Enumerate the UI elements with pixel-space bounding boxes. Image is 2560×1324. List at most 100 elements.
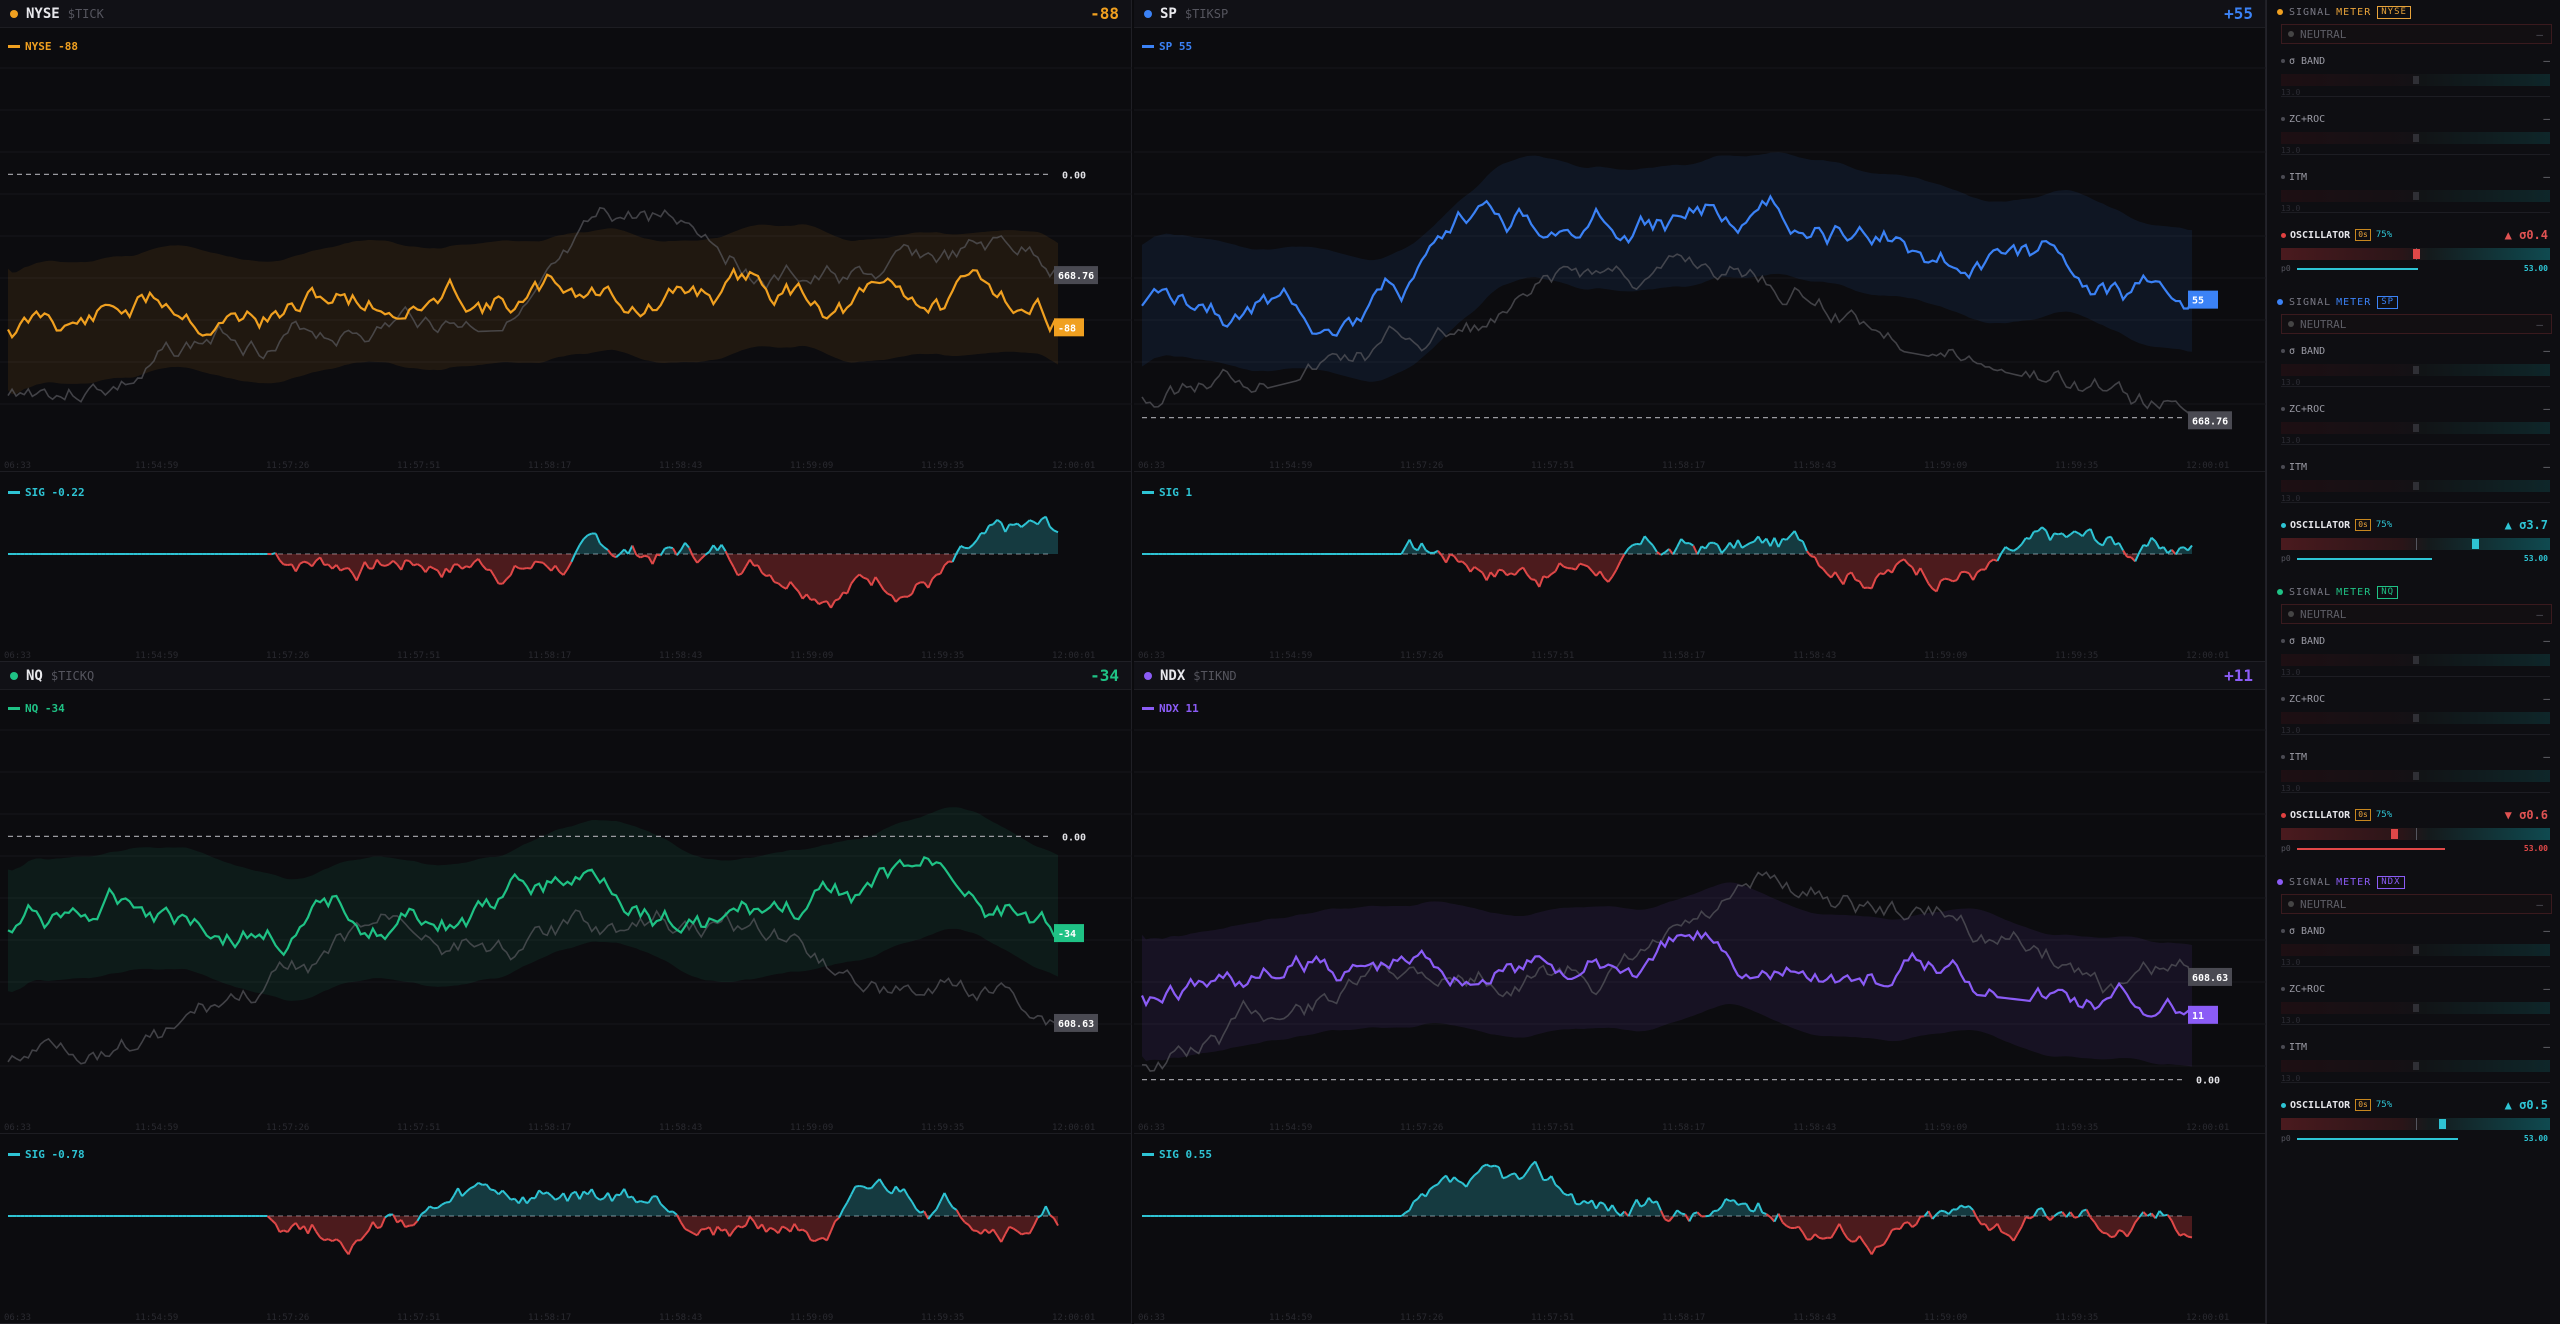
signal-segment	[457, 563, 463, 570]
meter-bar	[2281, 480, 2550, 492]
status-select[interactable]: NEUTRAL —	[2281, 314, 2552, 334]
legend-swatch-icon	[1142, 707, 1154, 710]
status-dot-icon	[2288, 321, 2294, 327]
signal-segment	[1822, 568, 1828, 575]
time-axis-label: 11:58:17	[1662, 461, 1705, 471]
signal-chart[interactable]: 06:33 11:54:59 11:57:26 11:57:51 11:58:17 11:…	[0, 474, 1131, 662]
signal-segment	[1591, 1199, 1597, 1210]
main-chart[interactable]: 0.00668.765506:3311:54:5911:57:2611:57:5…	[1134, 28, 2266, 472]
signal-segment	[2033, 1208, 2039, 1217]
signal-segment	[943, 1192, 950, 1202]
signal-segment	[1627, 544, 1634, 550]
signal-segment	[1643, 535, 1650, 542]
signal-segment	[1574, 563, 1581, 571]
signal-segment	[1684, 1213, 1691, 1222]
osc-sub: p0 53.00	[2281, 264, 2550, 274]
main-chart[interactable]: 0.00 668.76 -88 06:33 11:54:59 11:57:26 11:57:…	[0, 28, 1132, 472]
signal-segment	[878, 582, 885, 591]
signal-segment	[1822, 1236, 1828, 1240]
status-label: NEUTRAL	[2300, 607, 2347, 621]
panel-nyse[interactable]: NYSE $TICK -88 0.00 668.76 -88 06:33 11:54:5…	[0, 0, 1132, 662]
signal-segment	[2134, 552, 2141, 562]
signal-segment	[854, 573, 861, 579]
signal-segment	[1049, 525, 1055, 532]
meter-knob	[2412, 714, 2419, 722]
signal-segment	[2069, 1211, 2076, 1219]
main-chart-svg: 0.00 608.63 11 06:33 11:54:59 11:57:26 11:57:5…	[1134, 729, 2266, 1133]
signal-segment	[1855, 578, 1860, 583]
signal-segment	[1862, 1241, 1869, 1249]
status-select[interactable]: NEUTRAL —	[2281, 604, 2552, 624]
row-dot-icon	[2281, 465, 2285, 469]
status-select[interactable]: NEUTRAL —	[2281, 24, 2552, 44]
signal-segment	[988, 523, 994, 527]
meter-knob	[2412, 1062, 2419, 1070]
signal-segment	[692, 1232, 698, 1237]
signal-segment	[2082, 1208, 2087, 1212]
signal-segment	[371, 559, 378, 570]
time-axis-label: 11:58:43	[659, 1313, 702, 1323]
signal-segment	[599, 1197, 605, 1201]
signal-segment	[1745, 542, 1751, 547]
signal-chart[interactable]: 06:33 11:54:59 11:57:26 11:57:51 11:58:17 11:…	[0, 1136, 1131, 1324]
signal-segment	[2058, 532, 2063, 536]
signal-segment	[1526, 573, 1532, 580]
osc-dot-icon	[2281, 522, 2286, 528]
signal-segment	[781, 1225, 787, 1230]
main-chart[interactable]: 0.00 608.63 11 06:33 11:54:59 11:57:26 11:57:5…	[1134, 690, 2266, 1134]
signal-segment	[1797, 1226, 1804, 1233]
signal-segment	[2045, 530, 2052, 541]
signal-segment	[489, 569, 496, 578]
signal-negative-area	[1142, 1216, 2192, 1255]
signal-segment	[882, 1185, 889, 1192]
meter-row: ZC+ROC — 13.0	[2277, 402, 2552, 460]
signal-segment	[813, 598, 820, 605]
signal-segment	[1777, 1213, 1784, 1223]
signal-segment	[1704, 542, 1711, 550]
signal-segment	[2138, 544, 2145, 553]
osc-knob	[2439, 1119, 2447, 1129]
signal-segment	[477, 558, 484, 566]
signal-segment	[798, 1228, 803, 1232]
status-right: —	[2536, 607, 2543, 621]
last-value-label: -88	[1058, 323, 1076, 334]
signal-segment	[1713, 541, 1719, 546]
panel-sp[interactable]: SP $TIKSP +55 0.00668.765506:3311:54:591…	[1134, 0, 2266, 662]
signal-chart[interactable]: 06:33 11:54:59 11:57:26 11:57:51 11:58:17 11:…	[1134, 1136, 2265, 1324]
signal-segment	[1643, 1197, 1650, 1206]
signal-segment	[721, 1228, 726, 1232]
panel-nq[interactable]: NQ $TICKQ -34 0.00 608.63 -34 06:33 11:54:59…	[0, 662, 1132, 1324]
meter-row: ZC+ROC — 13.0	[2277, 112, 2552, 170]
status-select[interactable]: NEUTRAL —	[2281, 894, 2552, 914]
signal-segment	[1639, 535, 1646, 545]
signal-meter-sidebar: SIGNAL METER NYSE NEUTRAL — σ BAND — 13.…	[2266, 0, 2560, 1324]
row-dot-icon	[2281, 175, 2285, 179]
signal-segment	[2093, 538, 2100, 545]
time-axis-label: 11:57:26	[1400, 1123, 1443, 1133]
row-min-label: 13.0	[2281, 1016, 2301, 1025]
signal-segment	[1615, 560, 1622, 571]
signal-segment	[453, 1187, 459, 1196]
main-chart[interactable]: 0.00 608.63 -34 06:33 11:54:59 11:57:26 11:57:…	[0, 690, 1132, 1134]
signal-segment	[2049, 532, 2056, 541]
signal-segment	[538, 561, 544, 564]
signal-segment	[789, 1223, 796, 1233]
time-axis-label: 11:58:17	[528, 461, 571, 471]
signal-segment	[1801, 540, 1808, 552]
status-dot-icon	[2288, 31, 2294, 37]
row-label: ZC+ROC	[2289, 113, 2326, 125]
signal-segment	[2020, 1216, 2027, 1227]
signal-segment	[1445, 1175, 1451, 1183]
panel-ndx[interactable]: NDX $TIKND +11 0.00 608.63 11 06:33 11:54:59…	[1134, 662, 2266, 1324]
signal-legend: SIG 1	[1142, 486, 1192, 499]
signal-segment	[1595, 1201, 1601, 1210]
signal-segment	[1437, 550, 1443, 557]
signal-segment	[2142, 1211, 2149, 1217]
signal-segment	[279, 1229, 285, 1233]
signal-segment	[2085, 1209, 2092, 1219]
signal-segment	[1883, 1237, 1889, 1245]
signal-segment	[1749, 1209, 1755, 1213]
signal-chart[interactable]: 06:33 11:54:59 11:57:26 11:57:51 11:58:17 11:…	[1134, 474, 2265, 662]
signal-segment	[1534, 1161, 1541, 1171]
osc-sub-line	[2297, 268, 2419, 270]
